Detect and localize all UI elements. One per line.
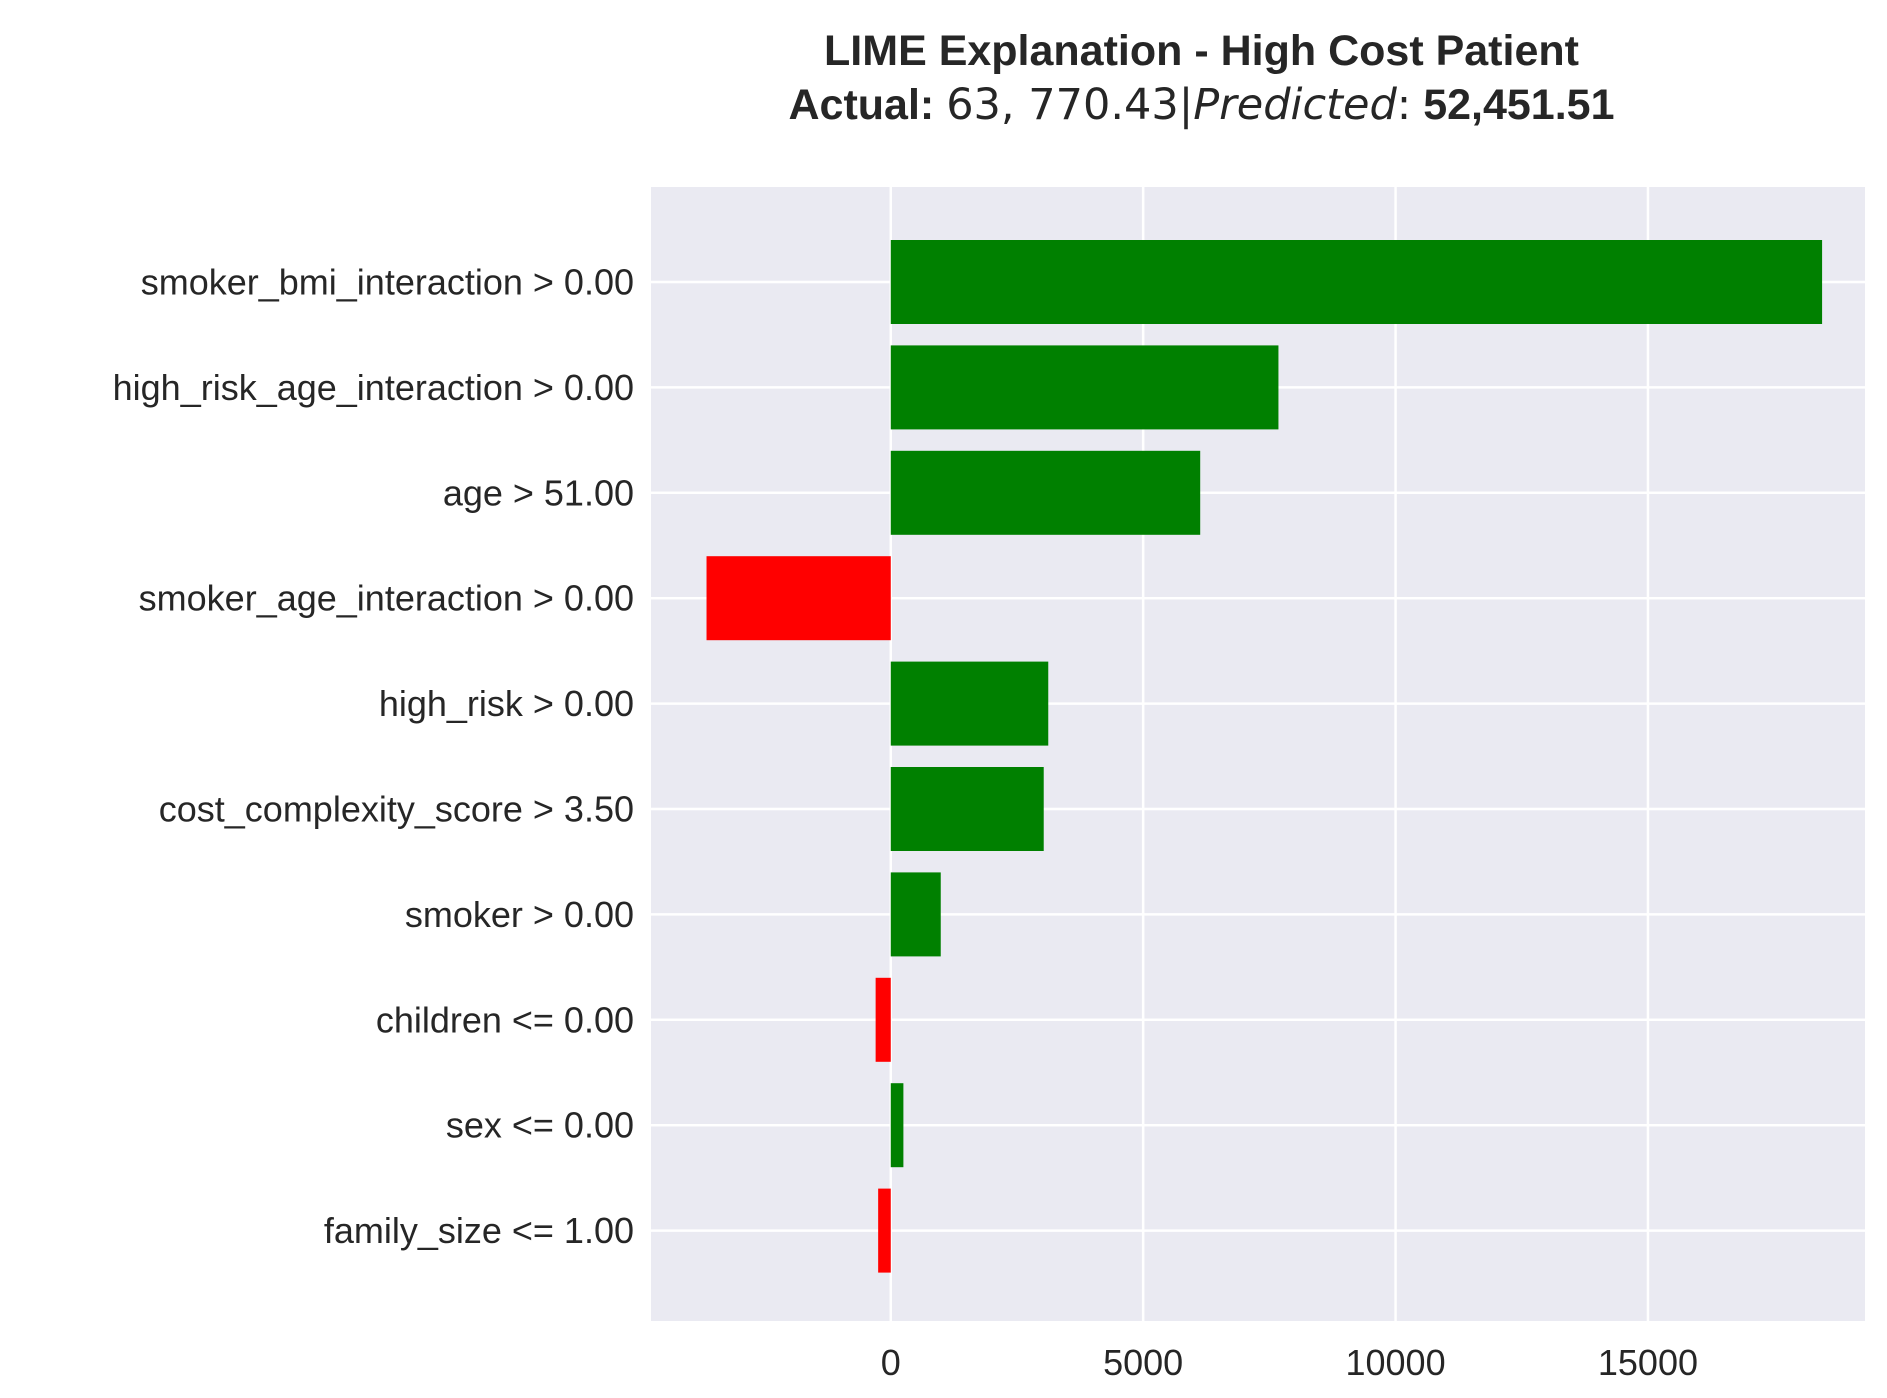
y-tick-label-1: high_risk_age_interaction > 0.00 [113, 367, 634, 408]
y-tick-label-6: smoker > 0.00 [405, 894, 634, 935]
actual-value: 63, 770.43| [946, 80, 1194, 130]
x-tick-labels: 0 5000 10000 15000 [881, 1342, 1698, 1383]
bar-8 [890, 1083, 904, 1168]
y-tick-label-7: children <= 0.00 [376, 999, 634, 1040]
chart-subtitle: Actual: 63, 770.43|Predicted: 52,451.51 [538, 78, 1865, 132]
bar-4 [890, 661, 1049, 746]
bar-1 [890, 345, 1279, 430]
x-tick-label-3: 15000 [1598, 1342, 1698, 1383]
predicted-label: Predicted [1193, 80, 1397, 130]
y-tick-labels: smoker_bmi_interaction > 0.00 high_risk_a… [113, 262, 634, 1252]
bars [706, 240, 1823, 1273]
y-tick-label-8: sex <= 0.00 [446, 1105, 634, 1146]
y-tick-label-9: family_size <= 1.00 [324, 1210, 634, 1251]
x-tick-label-2: 10000 [1345, 1342, 1445, 1383]
y-tick-label-3: smoker_age_interaction > 0.00 [139, 578, 634, 619]
bar-2 [890, 450, 1201, 535]
bar-9 [878, 1188, 891, 1273]
y-tick-label-2: age > 51.00 [443, 472, 634, 513]
bar-7 [875, 977, 891, 1062]
chart-title: LIME Explanation - High Cost Patient [824, 27, 1579, 75]
bar-5 [890, 767, 1044, 851]
y-tick-label-5: cost_complexity_score > 3.50 [159, 789, 634, 830]
x-tick-label-1: 5000 [1103, 1342, 1183, 1383]
bar-6 [890, 872, 941, 957]
bar-0 [890, 240, 1823, 324]
y-tick-label-0: smoker_bmi_interaction > 0.00 [141, 262, 634, 303]
bar-3 [706, 556, 891, 641]
actual-label: Actual: [788, 81, 935, 129]
chart-title-block: LIME Explanation - High Cost Patient Act… [538, 24, 1865, 132]
predicted-separator: : [1396, 80, 1412, 130]
predicted-value: 52,451.51 [1423, 81, 1615, 129]
y-tick-label-4: high_risk > 0.00 [379, 683, 634, 724]
x-tick-label-0: 0 [881, 1342, 901, 1383]
